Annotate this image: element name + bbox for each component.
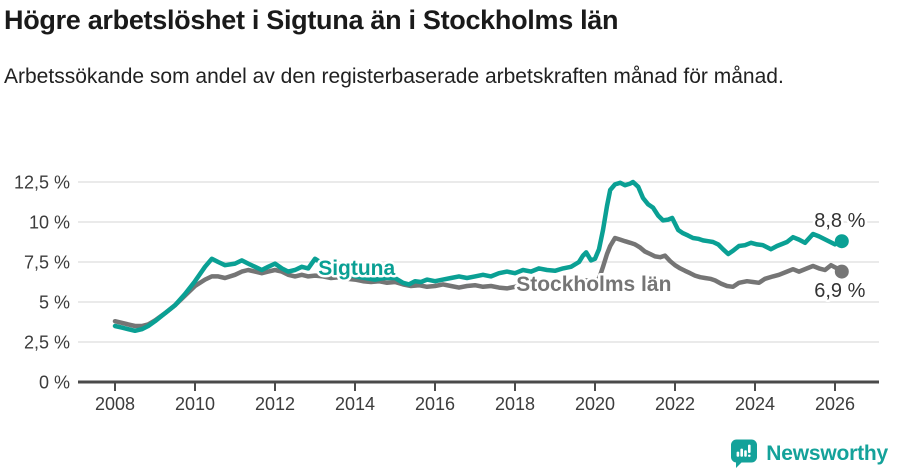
y-axis-label: 0 % <box>39 373 70 393</box>
annotation-sigtuna: Sigtuna <box>318 257 395 280</box>
speech-bubble-shape <box>731 439 758 468</box>
y-axis-label: 5 % <box>39 293 70 313</box>
x-axis-label: 2018 <box>495 394 535 414</box>
annotation-stockholms-l-n: Stockholms län <box>516 273 671 296</box>
x-axis-label: 2024 <box>735 394 775 414</box>
x-axis-label: 2008 <box>95 394 135 414</box>
annotation-8-8-: 8,8 % <box>814 210 865 232</box>
chart-header: Högre arbetslöshet i Sigtuna än i Stockh… <box>4 4 864 93</box>
x-axis-label: 2010 <box>175 394 215 414</box>
y-axis-label: 10 % <box>29 213 70 233</box>
newsworthy-wordmark: Newsworthy <box>766 441 888 465</box>
series-line-sigtuna <box>112 179 845 334</box>
y-axis-label: 2,5 % <box>24 333 70 353</box>
x-axis-label: 2022 <box>655 394 695 414</box>
series-line-stockholms-l-n <box>112 235 845 329</box>
series-end-dot-stockholms-l-n <box>834 264 849 279</box>
x-axis-label: 2014 <box>335 394 375 414</box>
y-axis-label: 7,5 % <box>24 253 70 273</box>
bar-chart-glyph <box>736 444 751 457</box>
x-axis-label: 2020 <box>575 394 615 414</box>
series-end-dot-sigtuna <box>834 234 849 249</box>
newsworthy-icon <box>731 439 758 468</box>
x-axis-label: 2012 <box>255 394 295 414</box>
x-axis-label: 2016 <box>415 394 455 414</box>
chart-title: Högre arbetslöshet i Sigtuna än i Stockh… <box>4 5 619 35</box>
y-axis-label: 12,5 % <box>14 173 70 193</box>
x-axis-label: 2026 <box>815 394 855 414</box>
chart-subtitle: Arbetssökande som andel av den registerb… <box>4 65 784 89</box>
annotation-6-9-: 6,9 % <box>814 280 865 302</box>
newsworthy-logo: Newsworthy <box>730 438 888 469</box>
